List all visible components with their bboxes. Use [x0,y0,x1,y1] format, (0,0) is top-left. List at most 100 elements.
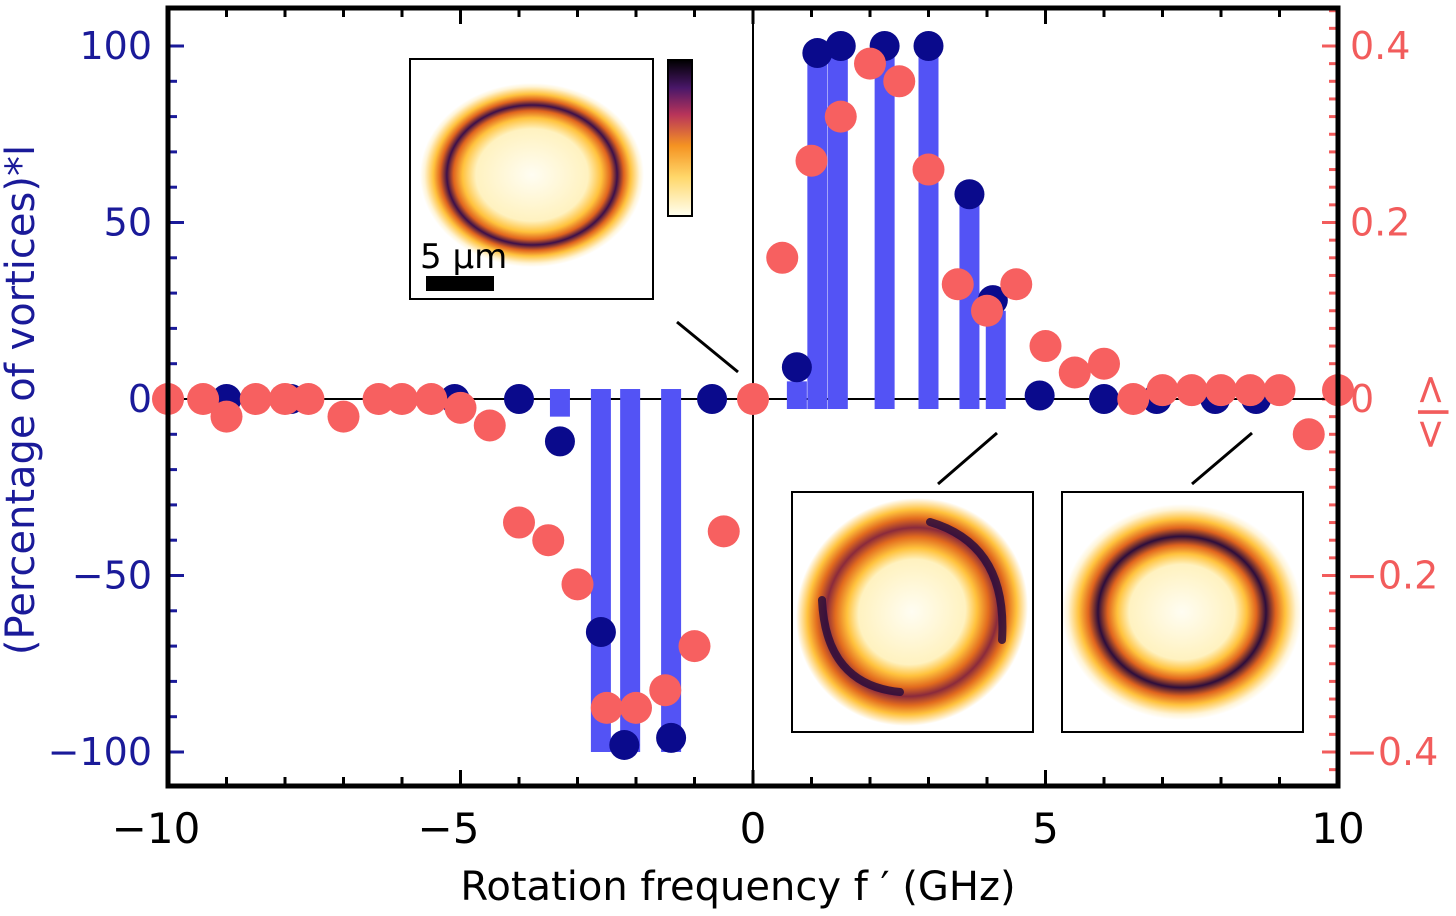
inset-ring-broken [795,497,1029,727]
blue-point [697,384,728,414]
inset-ring-full [1063,504,1302,720]
red-point [1000,268,1033,301]
red-point [1263,374,1296,407]
y-tick-label-right: 0.2 [1350,201,1410,245]
red-point [187,383,220,415]
y-tick-label-left: 0 [128,377,152,421]
bottom-tick-labels: −10 −5 0 5 10 [112,804,1365,853]
colorbar [667,59,693,217]
bar [786,381,807,409]
red-point [737,383,769,415]
y-axis-left-label: (Percentage of vortices)*l [0,145,44,655]
blue-point [504,384,534,414]
red-point [1029,330,1062,363]
x-tick-label: 5 [1032,804,1059,853]
red-point [854,47,886,80]
red-point [503,506,535,539]
red-point [362,383,395,415]
bar [590,389,611,752]
blue-point [1089,384,1119,414]
red-point [941,268,974,301]
red-point [473,409,506,442]
red-point [649,674,682,707]
inset-pointer-2 [937,431,998,486]
bar [874,46,895,409]
y-tick-label-right: 0 [1350,377,1374,421]
x-tick-label: 0 [740,804,767,853]
red-point [327,400,360,433]
inset-pointer-1 [676,320,739,374]
y-tick-label-right: −0.2 [1346,554,1438,598]
bar [620,389,641,752]
blue-point [781,352,812,383]
red-point [1175,374,1208,407]
inset-bottom-right [1061,491,1304,733]
scale-bar [426,276,494,291]
left-tick-labels: −100 −50 0 50 100 [48,24,152,774]
red-point [444,391,477,424]
y-tick-label-left: 100 [79,24,152,68]
red-point [590,691,623,724]
red-point [1146,374,1179,407]
red-point-series [152,47,1354,724]
blue-point [802,38,833,69]
red-point [269,383,301,415]
red-point [1292,418,1325,451]
red-point [707,515,740,548]
blue-point [585,616,616,647]
vortex-arc-upper [926,518,1007,644]
y-tick-label-left: −50 [72,554,152,598]
plot-frame [165,5,1341,789]
vortex-arc-lower [818,596,904,696]
blue-point [825,31,856,61]
red-point [386,383,418,415]
red-point [532,524,565,557]
blue-point [913,31,944,61]
bar-series [549,46,1006,752]
y-tick-label-left: −100 [48,730,152,774]
right-tick-labels: −0.4 −0.2 0 0.2 0.4 [1346,24,1438,774]
red-point [620,691,652,724]
bar [959,204,980,409]
blue-point [609,729,640,760]
bar [661,389,682,752]
y-tick-label-left: 50 [104,201,152,245]
red-point [1205,374,1237,407]
red-point [912,153,945,186]
red-point [1088,347,1120,380]
bar [807,46,828,409]
inset-bottom-middle [791,491,1034,733]
red-point [1117,383,1150,415]
red-point [1058,356,1091,389]
y-axis-right-label: <l> [1408,373,1454,451]
red-point [1234,374,1267,407]
blue-point [544,426,575,457]
x-tick-label: −5 [418,804,480,853]
y-tick-label-right: 0.4 [1350,24,1410,68]
x-tick-label: 10 [1311,804,1364,853]
red-point [795,144,828,177]
inset-top-left: 5 μm [409,58,693,300]
x-tick-label: −10 [112,804,201,853]
blue-point [1024,380,1055,411]
scale-bar-label: 5 μm [420,237,507,277]
x-axis-label: Rotation frequency f ′ (GHz) [460,864,1015,910]
red-point [239,383,272,415]
red-point [971,294,1003,327]
bar [985,310,1006,409]
red-point [292,383,325,415]
red-point [561,568,594,601]
bar [918,46,939,409]
inset-pointer-3 [1191,431,1253,486]
red-point [210,400,243,433]
red-point [678,630,711,663]
bar [827,46,848,409]
red-point [883,65,916,98]
red-point [766,241,799,274]
inset-ring-oval [420,83,644,267]
red-point [824,100,857,133]
bar [549,389,570,417]
y-tick-label-right: −0.4 [1346,730,1438,774]
red-point [415,383,448,415]
